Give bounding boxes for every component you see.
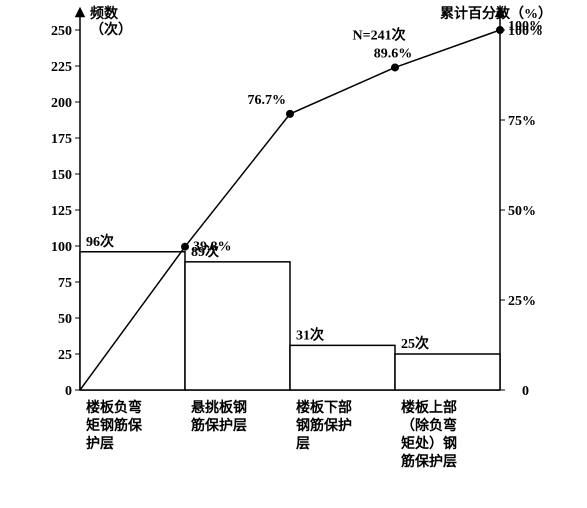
cumulative-point <box>392 64 399 71</box>
y-right-tick-label: 75% <box>508 114 536 129</box>
cumulative-point <box>287 110 294 117</box>
category-label: 矩钢筋保 <box>86 417 143 434</box>
category-label: 层 <box>296 436 310 452</box>
category-label: （除负弯 <box>401 417 457 434</box>
cumulative-pct-label: 89.6% <box>374 46 413 61</box>
y-right-tick-label: 50% <box>508 204 536 219</box>
cumulative-pct-label: 100% <box>508 19 543 34</box>
category-label: 护层 <box>86 435 114 452</box>
cumulative-point <box>182 243 189 250</box>
bar-value-label: 31次 <box>296 326 324 343</box>
y-left-title-1: 频数 <box>90 5 119 22</box>
cumulative-point <box>497 27 504 34</box>
category-label: 钢筋保护 <box>296 417 352 434</box>
pareto-chart: 0 25 50 75 100 125 150 175 200 225 250 频数（次） 0 25% 50%… <box>0 0 587 508</box>
category-label: 楼板负弯 <box>86 399 142 416</box>
bar <box>290 345 395 390</box>
category-label: 楼板上部 <box>401 399 457 416</box>
y-right-tick-label: 0 <box>522 384 529 399</box>
y-left-tick-label: 0 <box>65 384 72 399</box>
y-left-tick-label: 150 <box>51 168 72 183</box>
y-left-tick-label: 25 <box>58 348 72 363</box>
y-left-tick-label: 100 <box>51 240 72 255</box>
category-label: 悬挑板钢 <box>190 399 247 416</box>
y-left-tick-label: 225 <box>51 60 72 75</box>
cumulative-pct-label: 76.7% <box>248 93 287 108</box>
cumulative-pct-label: 39.8% <box>193 240 232 255</box>
n-total-label: N=241次 <box>353 26 406 43</box>
y-left-tick-label: 250 <box>51 24 72 39</box>
y-right-tick-label: 25% <box>508 294 536 309</box>
y-left-tick-label: 175 <box>51 132 72 147</box>
bar-value-label: 96次 <box>86 233 114 250</box>
category-label: 筋保护层 <box>191 417 247 434</box>
y-left-tick-label: 125 <box>51 204 72 219</box>
category-label: 矩处）钢 <box>401 435 457 452</box>
y-left-tick-label: 50 <box>58 312 72 327</box>
category-label: 楼板下部 <box>296 399 352 416</box>
y-left-tick-label: 75 <box>58 276 72 291</box>
y-left-tick-label: 200 <box>51 96 72 111</box>
bar-value-label: 25次 <box>401 335 429 352</box>
bar <box>395 354 500 390</box>
category-label: 筋保护层 <box>401 453 457 470</box>
bar <box>185 262 290 390</box>
y-left-title-2: （次） <box>90 21 132 38</box>
